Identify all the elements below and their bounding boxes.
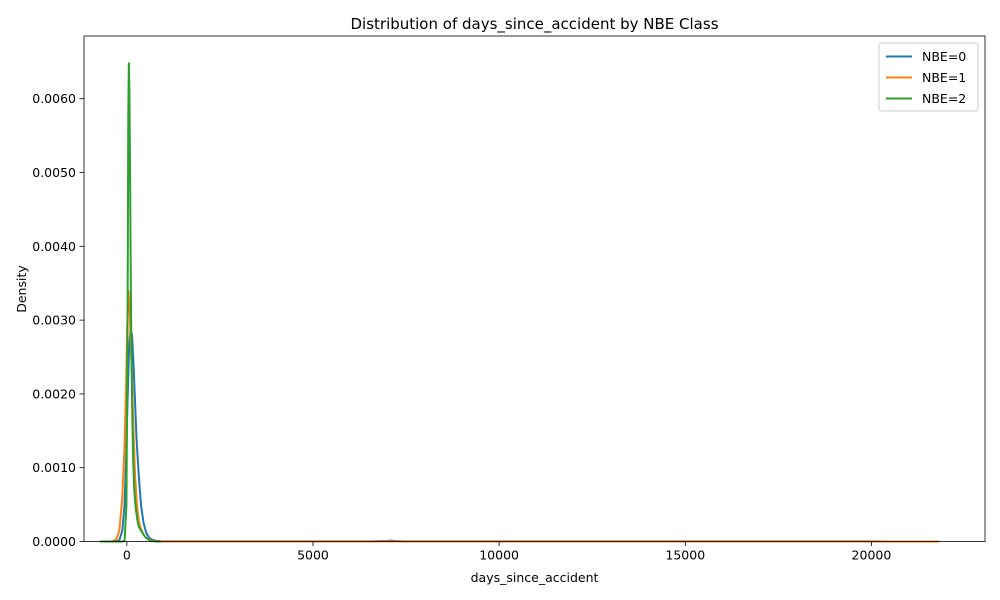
chart-title: Distribution of days_since_accident by N…: [350, 15, 718, 34]
y-tick-label: 0.0010: [32, 460, 76, 475]
y-tick-label: 0.0050: [32, 165, 76, 180]
plot-frame: [83, 35, 986, 542]
legend-label-nbe-1: NBE=1: [922, 70, 966, 85]
x-tick-label: 10000: [479, 548, 519, 563]
series-line-nbe-1: [103, 289, 940, 543]
x-tick-label: 15000: [665, 548, 705, 563]
series-line-nbe-0: [114, 327, 940, 543]
legend-label-nbe-2: NBE=2: [922, 91, 966, 106]
plot-area: [83, 35, 986, 543]
y-axis: 0.0000 0.0010 0.0020 0.0030 0.0040 0.0050 0.00…: [32, 91, 84, 549]
y-tick-label: 0.0020: [32, 386, 76, 401]
x-tick-label: 20000: [852, 548, 892, 563]
y-tick-label: 0.0060: [32, 91, 76, 106]
y-tick-label: 0.0030: [32, 313, 76, 328]
x-axis: 0 5000 10000 15000 20000: [123, 541, 892, 563]
legend-box: [878, 42, 979, 112]
legend-label-nbe-0: NBE=0: [922, 49, 966, 64]
legend: NBE=0 NBE=1 NBE=2: [878, 42, 979, 112]
x-tick-label: 0: [123, 548, 131, 563]
y-axis-label: Density: [14, 265, 29, 313]
y-tick-label: 0.0000: [32, 534, 76, 549]
series-line-nbe-2: [99, 62, 162, 543]
x-tick-label: 5000: [297, 548, 329, 563]
y-tick-label: 0.0040: [32, 239, 76, 254]
x-axis-label: days_since_accident: [471, 570, 599, 585]
